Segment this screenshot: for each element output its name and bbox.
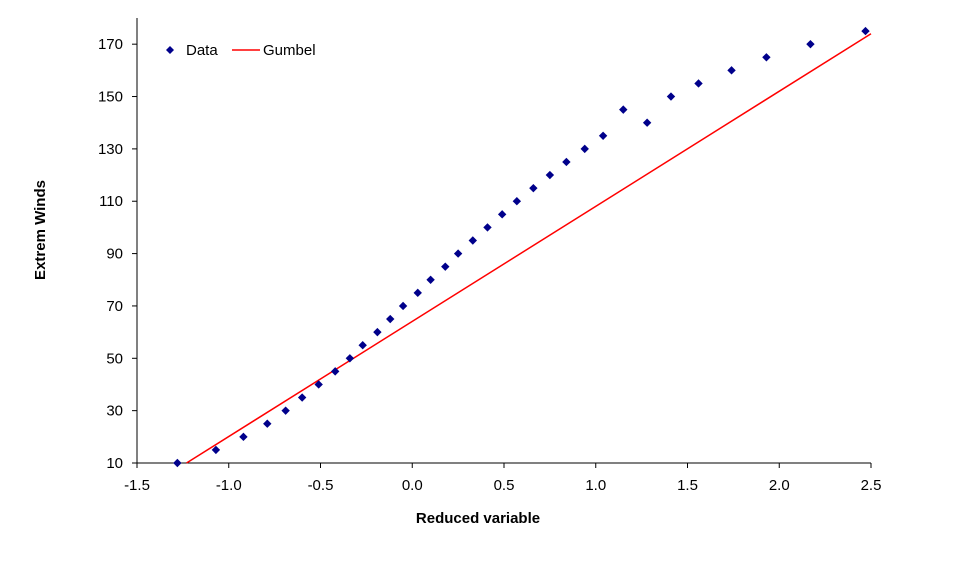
data-point: [453, 249, 463, 258]
legend-gumbel-label: Gumbel: [263, 42, 316, 59]
data-point: [666, 92, 676, 101]
data-point: [239, 432, 248, 442]
data-point: [545, 170, 555, 180]
data-point: [426, 275, 435, 284]
legend: Data Gumbel: [166, 42, 316, 59]
data-point: [619, 105, 628, 114]
data-point: [727, 66, 736, 75]
data-point: [413, 288, 422, 298]
y-tick-label: 50: [106, 350, 123, 367]
data-point: [173, 458, 182, 468]
x-tick-label: 1.5: [677, 477, 698, 494]
data-point: [263, 419, 272, 428]
y-tick-label: 150: [98, 89, 123, 106]
data-point: [694, 79, 703, 88]
y-tick-label: 110: [99, 193, 123, 210]
data-point: [512, 197, 522, 206]
data-point: [580, 144, 589, 154]
data-point: [598, 131, 608, 140]
data-point: [281, 406, 290, 415]
x-axis-title: Reduced variable: [416, 510, 540, 527]
data-point: [345, 354, 355, 363]
x-tick-label: -1.5: [124, 477, 150, 494]
data-point: [483, 223, 492, 232]
gumbel-line: [186, 33, 872, 464]
y-tick-label: 30: [106, 403, 123, 420]
data-point: [211, 445, 221, 455]
x-tick-label: 2.5: [861, 477, 882, 494]
data-point: [358, 341, 367, 350]
y-tick-label: 130: [98, 141, 123, 158]
data-point: [762, 53, 771, 62]
y-tick-label: 90: [106, 246, 123, 263]
x-tick-label: 0.5: [494, 477, 515, 494]
data-point: [441, 262, 450, 271]
data-series: [173, 26, 870, 468]
data-point: [386, 314, 395, 324]
y-tick-label: 10: [106, 455, 123, 472]
legend-data-marker: [166, 46, 174, 54]
data-point: [642, 118, 652, 127]
data-point: [529, 183, 538, 193]
data-point: [314, 380, 323, 389]
x-tick-label: -0.5: [308, 477, 334, 494]
y-axis-ticks: 10 30 50 70 90 110 130 150 170: [98, 36, 137, 472]
y-axis-title: Extrem Winds: [32, 180, 49, 280]
data-point: [468, 236, 478, 245]
x-tick-label: 1.0: [585, 477, 606, 494]
x-tick-label: 0.0: [402, 477, 423, 494]
y-tick-label: 70: [106, 298, 123, 315]
x-tick-label: -1.0: [216, 477, 242, 494]
data-point: [861, 26, 870, 36]
y-tick-label: 170: [98, 36, 123, 53]
x-tick-label: 2.0: [769, 477, 790, 494]
data-point: [562, 157, 571, 167]
data-point: [330, 367, 340, 376]
axes: [136, 18, 871, 464]
legend-data-label: Data: [186, 42, 218, 59]
data-point: [398, 301, 408, 311]
x-axis-ticks: -1.5 -1.0 -0.5 0.0 0.5 1.0 1.5 2.0 2.5: [124, 463, 881, 494]
data-point: [806, 39, 815, 49]
data-point: [297, 393, 307, 402]
data-point: [497, 210, 507, 219]
data-point: [373, 327, 382, 337]
gumbel-series: [186, 33, 872, 464]
